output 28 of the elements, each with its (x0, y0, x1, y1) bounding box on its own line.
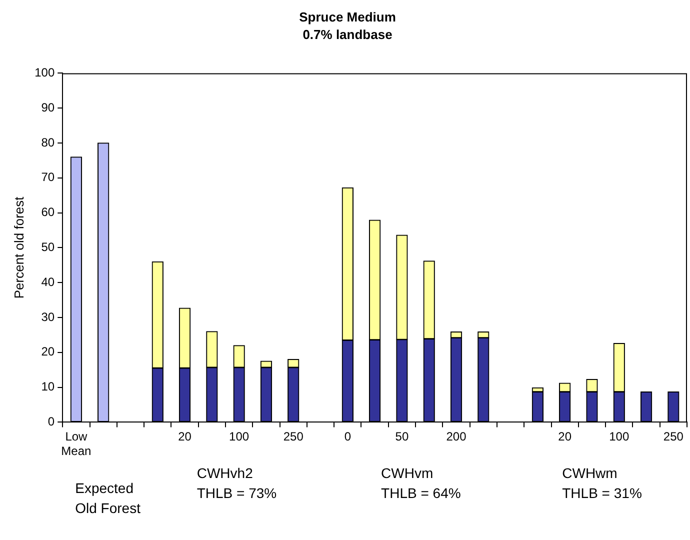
y-tick-label: 20 (41, 344, 55, 359)
y-tick-label: 10 (41, 380, 55, 394)
y-tick-label: 80 (41, 135, 55, 150)
y-tick-label: 40 (41, 274, 55, 289)
chart-subtitle: 0.7% landbase (302, 26, 392, 42)
x-tick-label: 50 (395, 430, 409, 444)
x-tick-label: 200 (446, 430, 467, 444)
x-tick-label: 250 (283, 430, 304, 444)
x-tick-label: 250 (663, 430, 684, 444)
text: CWHvh2 THLB = 73% (196, 465, 277, 502)
y-tick-label: 50 (41, 240, 55, 254)
x-tick-label: 20 (558, 430, 572, 444)
y-tick-label: 60 (41, 205, 55, 220)
x-tick-label: Low Mean (61, 430, 92, 458)
text: CWHvm THLB = 64% (381, 465, 461, 502)
text: Expected Old Forest (75, 480, 141, 516)
y-tick-label: 90 (41, 100, 55, 114)
text: CWHwm THLB = 31% (562, 465, 642, 502)
y-tick-label: 70 (41, 170, 55, 184)
y-tick-label: 0 (48, 414, 55, 429)
x-tick-label: 100 (609, 430, 630, 444)
y-axis-title: Percent old forest (11, 196, 26, 299)
x-tick-label: 100 (229, 430, 250, 444)
chart-title: Spruce Medium (299, 9, 396, 24)
x-tick-label: 20 (178, 430, 192, 444)
x-tick-label: 0 (344, 430, 352, 444)
y-tick-label: 30 (41, 310, 55, 324)
y-tick-label: 100 (34, 66, 55, 80)
